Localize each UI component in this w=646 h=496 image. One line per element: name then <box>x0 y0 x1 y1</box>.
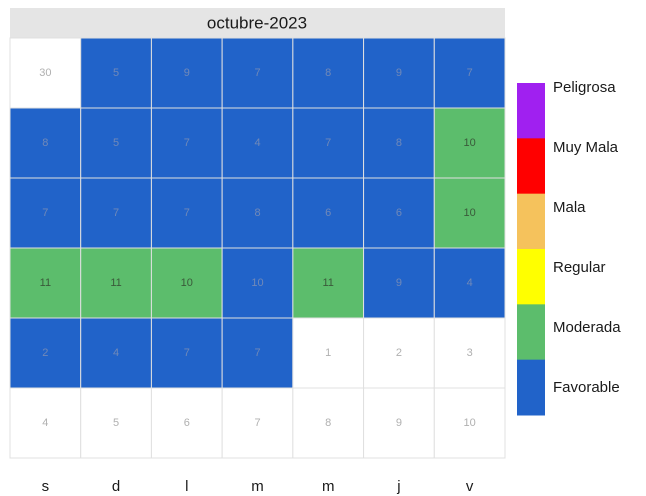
day-value: 5 <box>113 137 119 149</box>
day-cell <box>433 317 506 389</box>
day-value: 4 <box>254 137 260 149</box>
day-value: 9 <box>396 67 402 79</box>
day-cell <box>221 387 294 459</box>
day-cell <box>433 107 506 179</box>
day-value: 4 <box>42 417 48 429</box>
day-cell <box>433 37 506 109</box>
day-cell <box>9 177 82 249</box>
day-cell <box>80 107 152 179</box>
day-value: 4 <box>467 277 473 289</box>
day-cell <box>80 177 152 249</box>
day-value: 6 <box>184 417 190 429</box>
legend-swatch <box>517 138 545 195</box>
legend-swatch <box>517 83 545 139</box>
weekday-label: s <box>42 478 50 495</box>
weekday-label: m <box>251 478 264 495</box>
day-cell <box>363 177 435 249</box>
day-value: 7 <box>184 137 190 149</box>
day-cell <box>221 177 294 249</box>
day-value: 6 <box>325 207 331 219</box>
day-cell <box>292 177 365 249</box>
chart-title: octubre-2023 <box>207 13 307 32</box>
legend-label: Favorable <box>553 379 620 396</box>
legend-label: Peligrosa <box>553 79 616 96</box>
weekday-label: d <box>112 478 120 495</box>
weekday-label: j <box>396 478 400 495</box>
day-cell <box>9 317 82 389</box>
day-value: 7 <box>467 67 473 79</box>
day-value: 2 <box>42 347 48 359</box>
day-value: 7 <box>42 207 48 219</box>
day-value: 1 <box>325 347 331 359</box>
day-cell <box>363 107 435 179</box>
day-cell <box>292 247 365 319</box>
day-cell <box>80 37 152 109</box>
weekday-label: m <box>322 478 335 495</box>
day-value: 10 <box>464 137 476 149</box>
day-value: 8 <box>325 67 331 79</box>
day-cell <box>150 107 223 179</box>
day-cell <box>433 177 506 249</box>
day-value: 10 <box>251 277 263 289</box>
day-cell <box>9 37 82 109</box>
day-cell <box>150 37 223 109</box>
day-cell <box>433 387 506 459</box>
day-cell <box>80 247 152 319</box>
day-value: 7 <box>254 347 260 359</box>
day-cell <box>433 247 506 319</box>
day-value: 6 <box>396 207 402 219</box>
day-cell <box>150 317 223 389</box>
day-cell <box>221 247 294 319</box>
day-value: 10 <box>464 207 476 219</box>
day-cell <box>80 317 152 389</box>
legend-swatch <box>517 193 545 250</box>
legend-swatch <box>517 249 545 305</box>
day-value: 7 <box>325 137 331 149</box>
legend-label: Regular <box>553 259 606 276</box>
day-value: 10 <box>464 417 476 429</box>
legend-label: Mala <box>553 199 586 216</box>
day-cell <box>80 387 152 459</box>
day-value: 8 <box>396 137 402 149</box>
day-value: 30 <box>39 67 51 79</box>
day-cell <box>363 387 435 459</box>
day-value: 11 <box>110 277 121 289</box>
title-strip <box>10 8 505 38</box>
day-value: 9 <box>184 67 190 79</box>
day-cell <box>9 107 82 179</box>
day-value: 8 <box>254 207 260 219</box>
day-value: 7 <box>254 417 260 429</box>
day-cell <box>150 177 223 249</box>
day-value: 5 <box>113 67 119 79</box>
legend-swatch <box>517 359 545 416</box>
day-cell <box>150 247 223 319</box>
day-value: 5 <box>113 417 119 429</box>
legend-label: Moderada <box>553 319 621 336</box>
day-value: 4 <box>113 347 119 359</box>
day-cell <box>150 387 223 459</box>
day-cell <box>292 107 365 179</box>
day-cell <box>9 387 82 459</box>
weekday-label: v <box>466 478 474 495</box>
day-value: 9 <box>396 417 402 429</box>
day-value: 8 <box>42 137 48 149</box>
day-value: 9 <box>396 277 402 289</box>
day-value: 7 <box>184 347 190 359</box>
day-value: 2 <box>396 347 402 359</box>
day-value: 10 <box>181 277 193 289</box>
day-value: 7 <box>113 207 119 219</box>
day-value: 8 <box>325 417 331 429</box>
day-value: 3 <box>467 347 473 359</box>
day-value: 7 <box>184 207 190 219</box>
legend-label: Muy Mala <box>553 139 619 156</box>
weekday-label: l <box>185 478 188 495</box>
day-value: 11 <box>40 277 51 289</box>
legend-swatch <box>517 304 545 361</box>
day-value: 11 <box>323 277 334 289</box>
day-value: 7 <box>254 67 260 79</box>
day-cell <box>9 247 82 319</box>
